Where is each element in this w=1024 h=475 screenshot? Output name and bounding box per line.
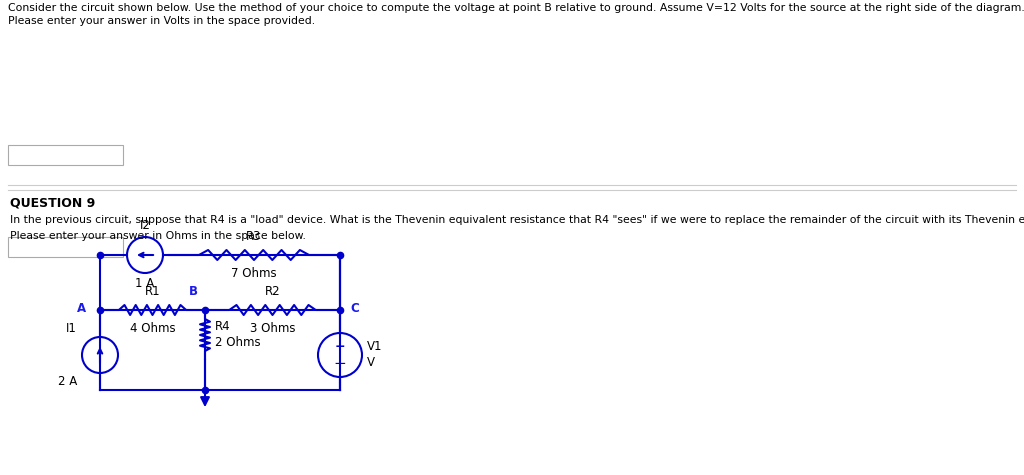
Text: 3 Ohms: 3 Ohms xyxy=(250,322,295,335)
FancyBboxPatch shape xyxy=(8,237,123,257)
Text: R2: R2 xyxy=(264,285,281,298)
Text: B: B xyxy=(188,285,198,298)
Text: 2 A: 2 A xyxy=(57,375,77,388)
Text: A: A xyxy=(77,302,86,314)
Text: Please enter your answer in Ohms in the space below.: Please enter your answer in Ohms in the … xyxy=(10,231,306,241)
Text: 2 Ohms: 2 Ohms xyxy=(215,336,261,350)
Text: I1: I1 xyxy=(67,322,77,335)
Text: In the previous circuit, suppose that R4 is a "load" device. What is the Theveni: In the previous circuit, suppose that R4… xyxy=(10,215,1024,225)
Text: QUESTION 9: QUESTION 9 xyxy=(10,197,95,210)
Text: Consider the circuit shown below. Use the method of your choice to compute the v: Consider the circuit shown below. Use th… xyxy=(8,3,1024,13)
Text: 4 Ohms: 4 Ohms xyxy=(130,322,175,335)
Text: 1 A: 1 A xyxy=(135,277,155,290)
Text: I2: I2 xyxy=(139,219,151,232)
Text: C: C xyxy=(350,302,358,314)
Text: R1: R1 xyxy=(144,285,161,298)
Text: −: − xyxy=(334,355,346,370)
Text: V: V xyxy=(367,357,375,370)
Text: R3: R3 xyxy=(246,230,262,243)
FancyBboxPatch shape xyxy=(8,145,123,165)
Text: R4: R4 xyxy=(215,321,230,333)
Text: V1: V1 xyxy=(367,341,383,353)
Text: 7 Ohms: 7 Ohms xyxy=(231,267,276,280)
Text: Please enter your answer in Volts in the space provided.: Please enter your answer in Volts in the… xyxy=(8,16,315,26)
Text: +: + xyxy=(335,341,345,353)
